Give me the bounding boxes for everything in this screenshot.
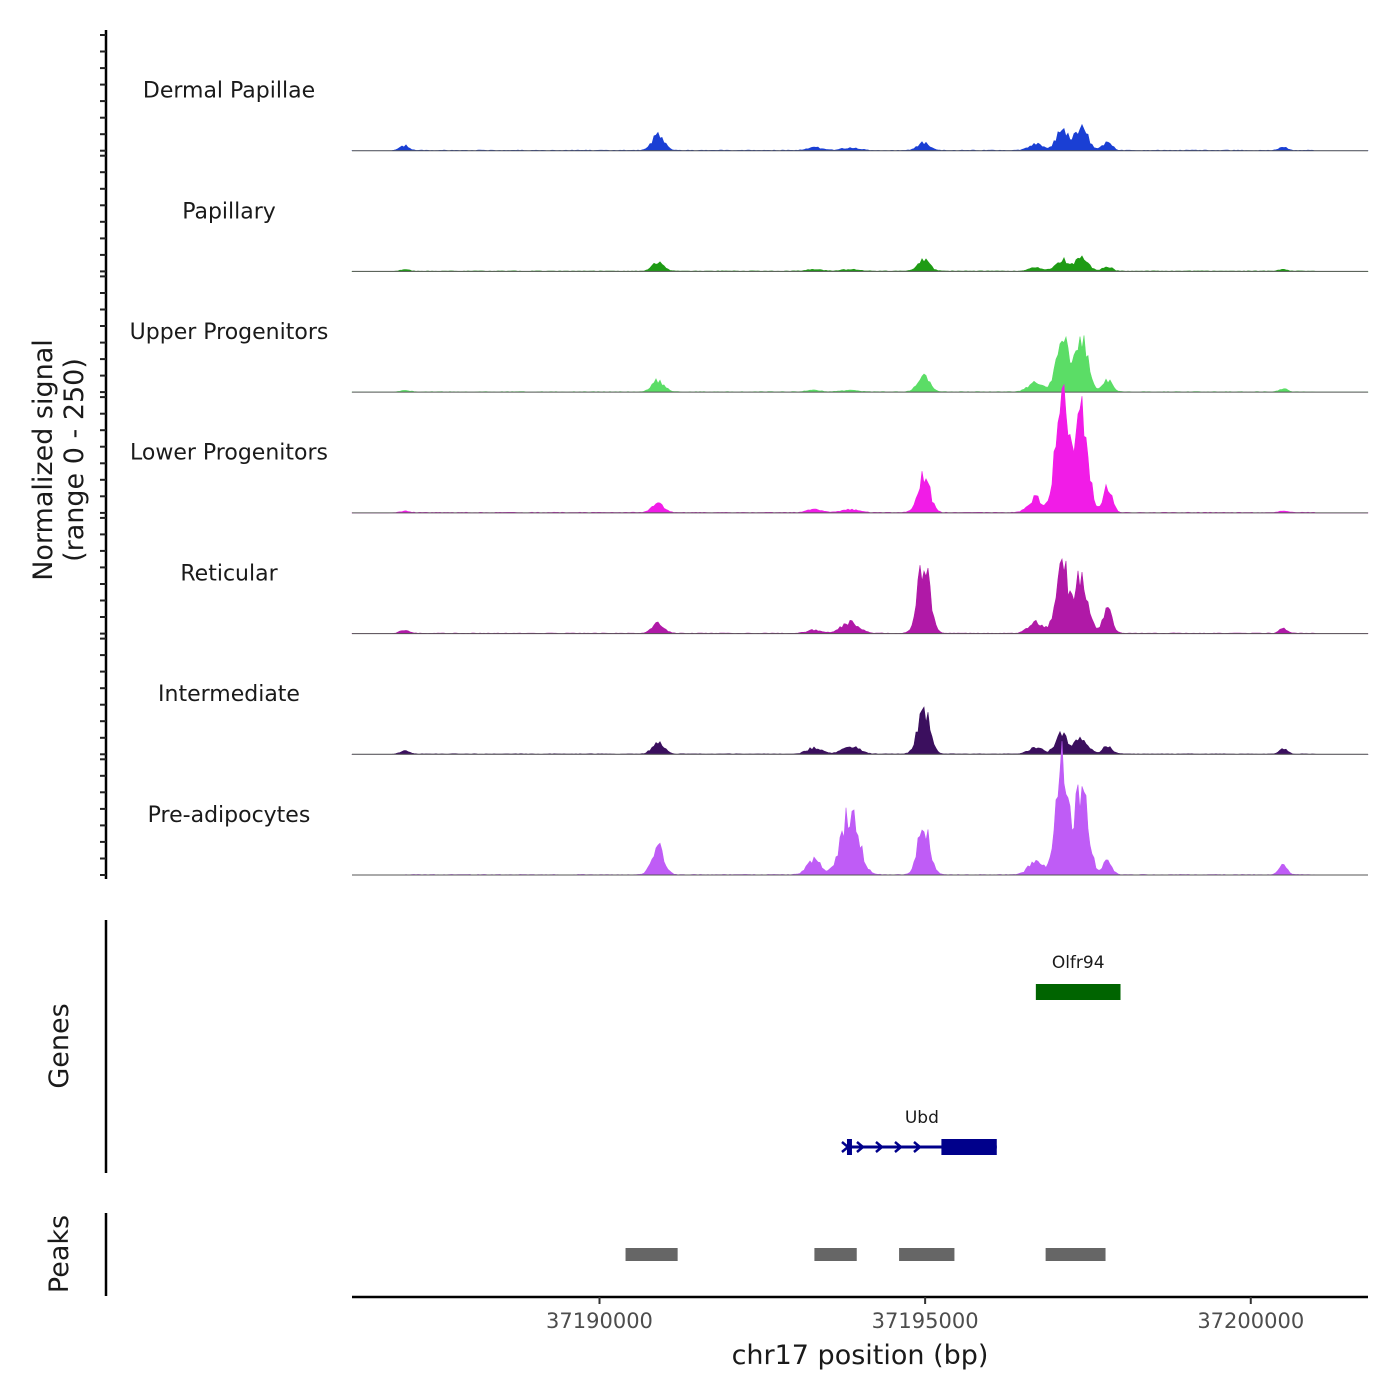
gene-ubd: Ubd xyxy=(841,1108,997,1155)
strand-arrow xyxy=(875,1141,884,1153)
track-pre-adipocytes: Pre-adipocytes xyxy=(148,741,1368,876)
gene-exon xyxy=(941,1139,997,1155)
gene-olfr94: Olfr94 xyxy=(1035,953,1121,1000)
y-axis-label-line2: (range 0 - 250) xyxy=(59,358,90,562)
strand-arrow xyxy=(913,1141,922,1153)
track-label: Intermediate xyxy=(158,682,300,707)
track-reticular: Reticular xyxy=(180,557,1369,635)
track-label: Papillary xyxy=(182,199,276,224)
track-label: Lower Progenitors xyxy=(130,441,328,466)
signal-area xyxy=(352,741,1368,876)
peak-region xyxy=(625,1248,678,1261)
strand-arrow xyxy=(894,1141,903,1153)
signal-area xyxy=(351,706,1369,755)
track-label: Pre-adipocytes xyxy=(148,803,311,828)
signal-area xyxy=(351,123,1369,152)
track-label: Reticular xyxy=(180,561,278,586)
x-axis: chr17 position (bp) 37190000 37195000 3720… xyxy=(352,1295,1368,1371)
track-label: Upper Progenitors xyxy=(130,320,329,345)
track-dermal-papillae: Dermal Papillae xyxy=(143,79,1369,152)
gene-label: Ubd xyxy=(905,1108,939,1128)
peaks-track: Peaks xyxy=(44,1213,1106,1296)
x-tick-label: 37190000 xyxy=(546,1309,653,1333)
peak-region xyxy=(899,1248,955,1261)
genes-track-label: Genes xyxy=(44,1003,75,1088)
track-upper-progenitors: Upper Progenitors xyxy=(130,320,1369,393)
peak-region xyxy=(814,1248,857,1261)
signal-area xyxy=(351,255,1369,272)
x-tick-label: 37195000 xyxy=(872,1309,979,1333)
track-label: Dermal Papillae xyxy=(143,79,315,104)
track-papillary: Papillary xyxy=(182,199,1369,272)
signal-area xyxy=(351,557,1369,634)
coverage-y-axis: Normalized signal (range 0 - 250) xyxy=(28,30,108,879)
signal-area xyxy=(351,335,1369,393)
x-axis-label: chr17 position (bp) xyxy=(732,1340,989,1371)
track-lower-progenitors: Lower Progenitors xyxy=(130,383,1369,514)
track-intermediate: Intermediate xyxy=(158,682,1369,755)
gene-label: Olfr94 xyxy=(1052,953,1105,973)
peaks-track-label: Peaks xyxy=(44,1215,75,1293)
strand-arrow xyxy=(841,1141,850,1153)
y-axis-label-line1: Normalized signal xyxy=(28,339,59,581)
strand-arrow xyxy=(856,1141,865,1153)
x-tick-label: 37200000 xyxy=(1197,1309,1304,1333)
peak-region xyxy=(1045,1248,1106,1261)
coverage-tracks: Dermal Papillae Papillary Upper Progenitor… xyxy=(130,79,1369,876)
signal-area xyxy=(351,383,1369,514)
genes-track: Genes Olfr94 Ubd xyxy=(44,920,1121,1173)
gene-exon xyxy=(1035,984,1121,1000)
